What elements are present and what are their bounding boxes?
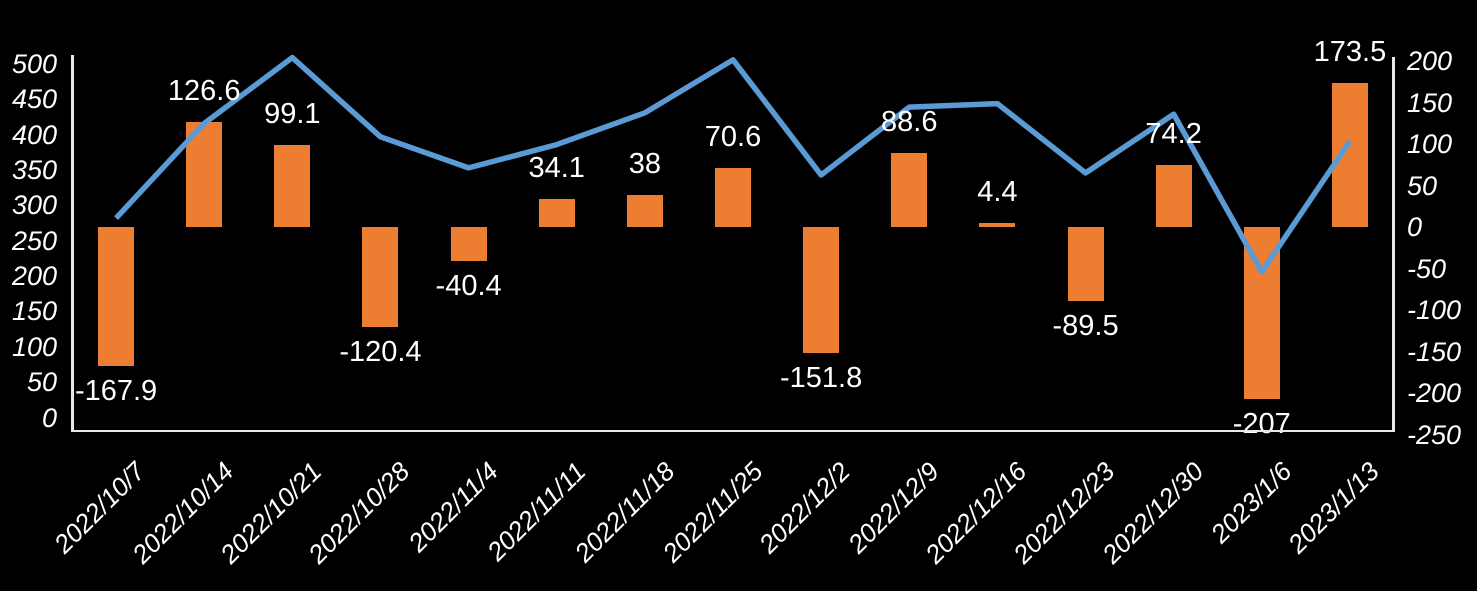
- bar-data-label: -120.4: [339, 335, 422, 368]
- x-axis-line: [71, 429, 1395, 432]
- category-label: 2022/12/2: [753, 456, 857, 560]
- left-axis-tick-label: 0: [41, 402, 57, 433]
- left-axis-tick-label: 500: [11, 49, 57, 79]
- left-axis-tick-label: 50: [26, 367, 57, 398]
- bar-data-label: 38: [628, 148, 661, 181]
- right-axis-tick-label: -150: [1407, 336, 1462, 367]
- bar-data-label: 74.2: [1145, 118, 1202, 151]
- left-axis-tick-label: 150: [11, 296, 57, 327]
- right-axis-line: [1392, 57, 1395, 432]
- right-axis-tick-label: 50: [1407, 170, 1438, 201]
- bar-data-label: 4.4: [977, 176, 1018, 209]
- category-label: 2023/1/13: [1282, 456, 1386, 560]
- right-axis-tick-label: -50: [1407, 253, 1447, 284]
- right-axis-tick-label: 200: [1407, 46, 1453, 76]
- right-axis-tick-label: 150: [1407, 87, 1453, 118]
- left-axis-tick-label: 350: [11, 155, 57, 186]
- bar-data-label: 88.6: [881, 106, 938, 139]
- right-axis-tick-label: -200: [1407, 378, 1462, 408]
- bar-data-label: 126.6: [167, 74, 241, 107]
- left-axis-tick-label: 400: [11, 119, 57, 150]
- left-axis-tick-label: 100: [11, 331, 57, 362]
- right-axis-tick-label: -100: [1407, 295, 1462, 325]
- bar-data-label: 70.6: [704, 121, 762, 154]
- right-axis-tick-label: -250: [1407, 419, 1462, 450]
- left-axis-tick-label: 250: [11, 225, 57, 256]
- left-axis-tick-label: 200: [11, 261, 57, 292]
- right-axis-tick-label: 100: [1407, 129, 1453, 159]
- bar-data-label: -151.8: [780, 361, 863, 394]
- bar-data-label: -207: [1232, 407, 1291, 440]
- left-axis-tick-label: 450: [11, 84, 57, 115]
- right-axis-tick-label: 0: [1407, 212, 1423, 242]
- left-axis-line: [71, 55, 74, 432]
- bar-data-label: -40.4: [435, 269, 502, 302]
- bar-data-label: 99.1: [264, 97, 321, 130]
- left-axis-tick-label: 300: [11, 190, 57, 221]
- bar-data-label: 34.1: [528, 151, 585, 184]
- bar-data-label: -167.9: [74, 375, 158, 408]
- bar-data-label: -89.5: [1052, 310, 1119, 343]
- bar-data-label: 173.5: [1313, 35, 1387, 68]
